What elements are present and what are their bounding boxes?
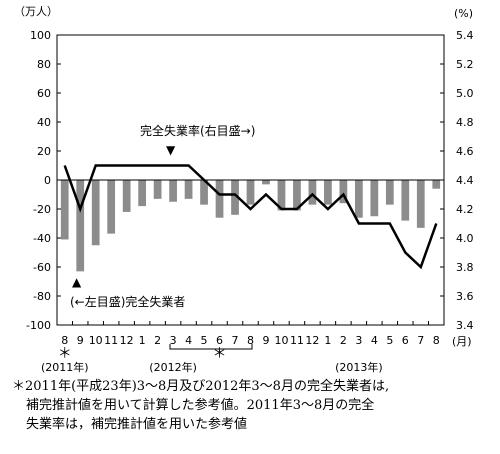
x-tick-label: 1 xyxy=(139,334,146,347)
x-tick-label: 11 xyxy=(104,334,118,347)
left-tick-label: 0 xyxy=(44,174,51,187)
footnote-line-3: 失業率は，補完推計値を用いた参考値 xyxy=(26,417,248,432)
bar-mark xyxy=(432,180,441,189)
x-tick-label: 12 xyxy=(305,334,319,347)
x-tick-label: 10 xyxy=(274,334,288,347)
bar-mark xyxy=(60,180,69,240)
unemployment-rate-line xyxy=(63,164,438,270)
asterisk-mark: ＊ xyxy=(213,346,227,362)
x-tick-label: 7 xyxy=(417,334,424,347)
bar-mark xyxy=(215,180,224,218)
bar-mark xyxy=(293,180,301,211)
bar-mark xyxy=(169,180,177,202)
left-tick-label: -60 xyxy=(33,261,51,274)
right-tick-label: 3.4 xyxy=(456,319,474,332)
footnote: ＊2011年(平成23年)3～8月及び2012年3～8月の完全失業者は, 補完推… xyxy=(12,377,492,434)
bar-mark xyxy=(184,180,193,199)
x-tick-label: 1 xyxy=(324,334,331,347)
line-series-annotation: 完全失業率(右目盛→) xyxy=(140,123,255,138)
bar-mark xyxy=(385,180,394,205)
x-tick-label: 8 xyxy=(247,334,254,347)
left-tick-label: -80 xyxy=(33,290,51,303)
bar-series-marker: ▲ xyxy=(72,275,82,289)
month-unit-label: (月) xyxy=(452,335,472,348)
bar-mark xyxy=(262,180,270,185)
left-tick-label: 100 xyxy=(30,29,51,42)
right-tick-label: 5.0 xyxy=(456,87,474,100)
x-tick-label: 9 xyxy=(262,334,269,347)
right-tick-label: 4.8 xyxy=(456,116,474,129)
bar-mark xyxy=(107,180,116,234)
bar-mark xyxy=(308,180,317,205)
bar-mark xyxy=(246,180,255,205)
footnote-line-2: 補完推計値を用いて計算した参考値。2011年3～8月の完全 xyxy=(26,398,375,413)
right-tick-label: 4.4 xyxy=(456,174,474,187)
bar-mark xyxy=(339,180,348,204)
x-tick-label: 6 xyxy=(402,334,409,347)
year-label: (2011年) xyxy=(41,360,89,374)
right-tick-label: 4.0 xyxy=(456,232,474,245)
x-tick-label: 2 xyxy=(154,334,161,347)
right-tick-label: 4.2 xyxy=(456,203,474,216)
left-tick-label: -100 xyxy=(26,319,51,332)
right-tick-label: 3.8 xyxy=(456,261,474,274)
left-tick-label: -20 xyxy=(33,203,51,216)
footnote-line-1: ＊2011年(平成23年)3～8月及び2012年3～8月の完全失業者は, xyxy=(12,379,390,394)
x-tick-label: 11 xyxy=(290,334,304,347)
bar-mark xyxy=(231,180,239,215)
asterisk-mark: ＊ xyxy=(58,346,72,362)
x-tick-label: 4 xyxy=(185,334,192,347)
x-tick-label: 3 xyxy=(170,334,177,347)
year-2012-bracket xyxy=(169,344,253,350)
bar-mark xyxy=(401,180,410,221)
year-label: (2012年) xyxy=(149,360,197,374)
left-tick-label: 20 xyxy=(37,145,51,158)
left-tick-label: 60 xyxy=(37,87,51,100)
x-tick-label: 7 xyxy=(232,334,239,347)
x-tick-label: 10 xyxy=(89,334,103,347)
bar-mark xyxy=(277,180,286,211)
x-tick-label: 8 xyxy=(433,334,440,347)
left-tick-label: -40 xyxy=(33,232,51,245)
right-tick-label: 5.4 xyxy=(456,29,474,42)
left-tick-label: 40 xyxy=(37,116,51,129)
bar-mark xyxy=(76,180,85,272)
x-tick-label: 5 xyxy=(201,334,208,347)
right-tick-label: 3.6 xyxy=(456,290,474,303)
bar-mark xyxy=(416,180,425,228)
bar-mark xyxy=(370,180,379,217)
bar-series-annotation: (←左目盛)完全失業者 xyxy=(70,294,185,309)
x-tick-label: 9 xyxy=(77,334,84,347)
right-tick-label: 5.2 xyxy=(456,58,474,71)
left-axis-unit: （万人） xyxy=(14,5,58,18)
x-tick-label: 8 xyxy=(61,334,68,347)
bar-mark xyxy=(153,180,162,199)
bar-mark xyxy=(138,180,147,207)
bar-mark xyxy=(200,180,208,205)
left-tick-label: 80 xyxy=(37,58,51,71)
x-tick-label: 4 xyxy=(371,334,378,347)
bar-mark xyxy=(354,180,363,218)
right-axis-unit: (%) xyxy=(454,7,473,20)
line-series-marker: ▼ xyxy=(166,143,176,157)
x-tick-label: 12 xyxy=(120,334,134,347)
year-label: (2013年) xyxy=(335,360,383,374)
chart: 100 80 60 40 20 0 -20 -40 -60 -80 -100 5.4 5.2 5.0 4.8… xyxy=(14,5,474,374)
bar-mark xyxy=(91,180,100,246)
x-tick-label: 6 xyxy=(216,334,223,347)
bar-mark xyxy=(122,180,131,212)
bar-mark xyxy=(324,180,332,205)
x-tick-label: 3 xyxy=(355,334,362,347)
x-tick-label: 2 xyxy=(340,334,347,347)
right-tick-label: 4.6 xyxy=(456,145,474,158)
x-tick-label: 5 xyxy=(386,334,393,347)
